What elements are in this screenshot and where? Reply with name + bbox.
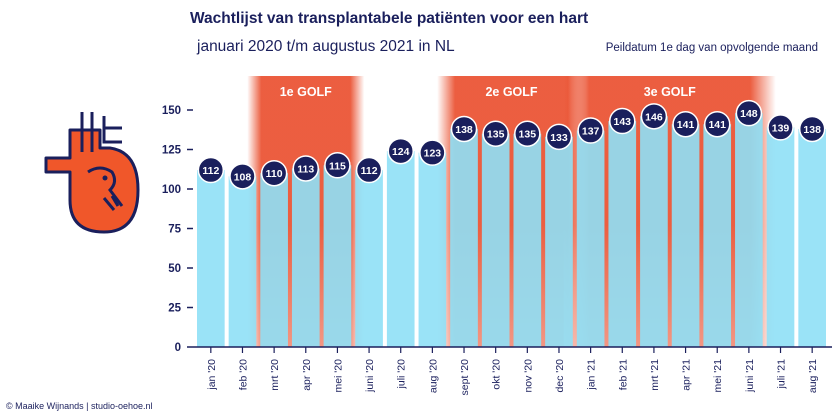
x-tick-label: sept '20 <box>459 359 471 396</box>
y-tick-label: 75 <box>168 224 181 236</box>
x-tick-label: juni '20 <box>364 359 376 393</box>
bar <box>513 133 542 347</box>
y-tick-label: 150 <box>162 105 181 117</box>
data-label: 137 <box>582 126 600 138</box>
data-label: 113 <box>297 163 314 175</box>
bar <box>766 127 795 347</box>
wave-label: 3e GOLF <box>644 85 696 99</box>
data-label-badge <box>545 123 573 151</box>
x-tick-label: juli '21 <box>776 359 788 390</box>
data-label-badge <box>260 159 288 187</box>
bar <box>323 165 352 347</box>
x-tick-label: apr '21 <box>681 359 693 391</box>
data-label-badge <box>672 110 699 138</box>
data-label-badge <box>514 120 541 147</box>
data-label: 146 <box>645 111 663 123</box>
data-label: 133 <box>550 132 568 144</box>
x-tick-label: aug '20 <box>427 359 439 393</box>
data-label-badge <box>577 117 604 144</box>
bar <box>703 124 732 347</box>
data-label-badge <box>450 115 478 143</box>
bar <box>450 128 478 347</box>
credit-text: © Maaike Wijnands | studio-oehoe.nl <box>6 401 153 411</box>
bar <box>197 170 225 347</box>
data-label-badge <box>735 99 763 127</box>
data-label-badge <box>387 137 414 165</box>
bar <box>386 151 415 347</box>
wave-label: 2e GOLF <box>485 85 537 99</box>
bar <box>228 176 257 347</box>
data-label-badge <box>640 103 668 130</box>
data-label-badge <box>292 155 320 182</box>
x-tick-label: jan '20 <box>206 359 218 391</box>
bar <box>291 168 320 347</box>
bar <box>798 128 826 347</box>
data-label: 141 <box>708 119 726 131</box>
data-label-badge <box>355 156 383 184</box>
bar <box>608 121 637 347</box>
bar <box>576 130 605 347</box>
chart-subtitle: januari 2020 t/m augustus 2021 in NL <box>197 38 455 55</box>
data-label-badge <box>419 139 446 166</box>
x-tick-label: okt '20 <box>491 359 503 390</box>
x-tick-label: mrt '20 <box>269 359 281 391</box>
data-label: 110 <box>266 168 283 180</box>
data-label: 112 <box>361 165 378 177</box>
data-label-badge <box>703 110 731 138</box>
data-label: 135 <box>519 129 537 141</box>
data-label: 115 <box>329 160 346 172</box>
chart-title: Wachtlijst van transplantabele patiënten… <box>190 10 589 27</box>
heart-icon <box>44 112 140 234</box>
data-label: 148 <box>740 108 758 120</box>
bar <box>671 124 700 347</box>
data-label: 112 <box>202 165 219 177</box>
bar <box>355 170 383 347</box>
x-tick-label: mei '20 <box>332 359 344 393</box>
y-tick-label: 125 <box>162 145 182 157</box>
data-label: 108 <box>234 171 252 183</box>
data-label: 143 <box>614 116 632 128</box>
data-label: 141 <box>677 119 695 131</box>
data-label: 135 <box>487 129 505 141</box>
data-label-badge <box>482 120 509 147</box>
data-label-badge <box>324 152 351 179</box>
x-tick-label: juli '20 <box>396 359 408 390</box>
y-tick-label: 25 <box>168 303 181 315</box>
bar <box>418 152 447 347</box>
data-label-badge <box>197 156 225 184</box>
data-label-badge <box>767 114 794 141</box>
y-tick-label: 100 <box>162 184 181 196</box>
y-tick-label: 0 <box>175 342 181 354</box>
data-label: 138 <box>455 124 473 136</box>
reference-date-note: Peildatum 1e dag van opvolgende maand <box>605 42 818 54</box>
bar <box>640 116 668 347</box>
data-label-badge <box>229 163 256 190</box>
x-tick-label: feb '20 <box>237 359 249 390</box>
data-label: 123 <box>424 148 442 160</box>
bar <box>545 136 573 347</box>
x-tick-label: feb '21 <box>617 359 629 390</box>
data-label: 139 <box>772 122 790 134</box>
x-tick-label: mei '21 <box>712 359 724 393</box>
x-tick-label: nov '20 <box>522 359 534 393</box>
x-tick-label: aug '21 <box>807 359 819 393</box>
data-label-badge <box>798 115 826 143</box>
x-tick-label: jan '21 <box>586 359 598 391</box>
x-tick-label: apr '20 <box>301 359 313 391</box>
bar <box>735 113 763 347</box>
x-tick-label: juni '21 <box>744 359 756 393</box>
wave-label: 1e GOLF <box>280 85 332 99</box>
data-label-badge <box>609 107 636 135</box>
y-tick-label: 50 <box>168 263 181 275</box>
x-tick-label: mrt '21 <box>649 359 661 391</box>
data-label: 124 <box>392 146 410 158</box>
x-tick-label: dec '20 <box>554 359 566 393</box>
bar <box>260 173 288 347</box>
data-label: 138 <box>803 124 821 136</box>
bar <box>481 133 510 347</box>
